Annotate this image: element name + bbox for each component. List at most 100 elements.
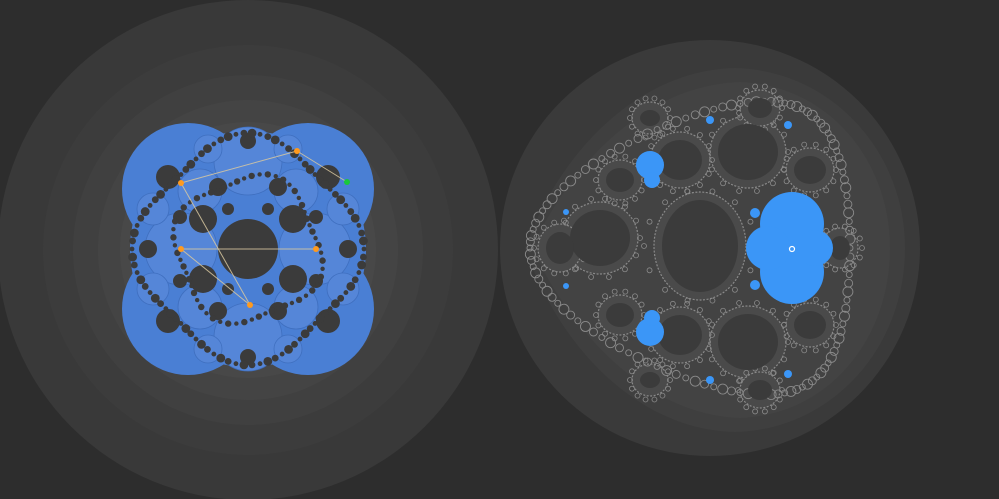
lace-gap xyxy=(271,354,279,362)
lace-gap xyxy=(216,353,226,363)
filament-loop xyxy=(770,87,777,94)
filament-loop xyxy=(770,369,777,376)
boundary-loop xyxy=(792,385,802,394)
lace-gap xyxy=(163,306,169,312)
filament-loop xyxy=(790,342,797,349)
filament-loop xyxy=(823,227,830,234)
filament-loop xyxy=(770,180,776,187)
lace-gap xyxy=(343,203,349,208)
lace-gap xyxy=(321,310,329,317)
filament-loop xyxy=(634,130,641,137)
filament-loop xyxy=(595,322,602,329)
filament-loop xyxy=(705,318,712,325)
inner-lace-gap xyxy=(209,315,217,322)
boundary-loop xyxy=(682,114,690,122)
filament-loop xyxy=(593,177,599,183)
parameter-space-panel[interactable] xyxy=(0,0,498,499)
handle-top-right[interactable] xyxy=(294,148,300,154)
inner-lace-gap xyxy=(281,302,289,309)
lace-gap xyxy=(211,351,217,357)
filament-loop xyxy=(737,396,744,403)
lace-gap xyxy=(197,339,206,349)
lace-gap xyxy=(186,159,196,169)
filament-loop xyxy=(611,288,618,295)
filled-component xyxy=(644,310,660,326)
boundary-loop xyxy=(625,349,633,357)
boundary-loop xyxy=(531,218,541,228)
boundary-loop xyxy=(581,165,590,174)
filament-loop xyxy=(595,166,602,173)
filament-loop xyxy=(823,262,830,269)
lace-gap xyxy=(233,361,239,367)
filament-loop xyxy=(572,266,578,273)
control-handles[interactable] xyxy=(178,148,350,308)
filament-loop xyxy=(646,218,653,225)
inner-lace-gap xyxy=(248,172,255,180)
filament-loop xyxy=(602,293,608,300)
filament-loop xyxy=(761,83,768,90)
boundary-loop xyxy=(845,271,853,278)
handle-mid-left[interactable] xyxy=(178,246,184,252)
boundary-loop xyxy=(726,99,737,111)
filament-loop xyxy=(770,122,777,129)
hole xyxy=(606,168,634,192)
boundary-loop xyxy=(525,237,535,247)
filament-loop xyxy=(697,182,703,188)
inner-lace-gap xyxy=(234,321,239,326)
boundary-loop xyxy=(554,299,562,307)
lace-gap xyxy=(331,299,340,309)
lace-gap xyxy=(279,141,285,147)
lace-gap xyxy=(203,144,212,154)
boundary-loop xyxy=(819,122,831,134)
filament-loop xyxy=(783,310,790,317)
filament-loop xyxy=(669,188,676,195)
boundary-loop xyxy=(772,96,784,108)
critical-point-marker[interactable] xyxy=(788,245,796,253)
inner-lace-gap xyxy=(184,270,189,276)
filament-loop xyxy=(743,404,750,411)
inner-lace-gap xyxy=(249,317,255,322)
filament-loop xyxy=(634,392,641,399)
boundary-loop xyxy=(653,362,661,370)
lace-gap xyxy=(141,283,149,290)
gap xyxy=(189,205,217,233)
filament-loop xyxy=(785,339,791,345)
polyline-segment xyxy=(180,150,298,184)
filament-loop xyxy=(622,266,628,273)
handle-bottom[interactable] xyxy=(247,302,253,308)
filament-loop xyxy=(770,404,777,411)
filament-loop xyxy=(823,146,830,153)
filament-loop xyxy=(783,178,790,185)
filled-component xyxy=(563,209,569,215)
inner-lace-gap xyxy=(172,243,178,248)
filled-component xyxy=(797,230,833,266)
lace-gap xyxy=(172,315,180,322)
filled-component xyxy=(636,151,664,179)
lace-gap xyxy=(150,293,160,303)
filament-loop xyxy=(761,408,768,415)
lace-gap xyxy=(239,360,249,370)
filled-component xyxy=(636,318,664,346)
dynamical-plane-panel[interactable] xyxy=(500,40,920,456)
filament-loop xyxy=(720,117,726,124)
filament-loop xyxy=(602,195,608,202)
boundary-loop xyxy=(565,175,577,187)
filament-loop xyxy=(776,114,783,121)
inner-lace-gap xyxy=(180,263,187,270)
boundary-loop xyxy=(615,343,624,353)
boundary-loop xyxy=(589,327,598,337)
lace-gap xyxy=(291,340,298,348)
inner-lace-gap xyxy=(264,171,271,178)
filament-loop xyxy=(638,187,645,194)
inner-lace-gap xyxy=(313,235,318,241)
handle-right-edge[interactable] xyxy=(344,179,350,185)
handle-top-left[interactable] xyxy=(178,180,184,186)
filament-loop xyxy=(830,155,837,162)
boundary-loop xyxy=(798,105,806,113)
handle-mid-right[interactable] xyxy=(313,246,319,252)
lace-gap xyxy=(128,252,137,262)
filament-loop xyxy=(651,357,658,364)
inner-lace-gap xyxy=(268,307,276,314)
lace-gap xyxy=(336,195,346,205)
